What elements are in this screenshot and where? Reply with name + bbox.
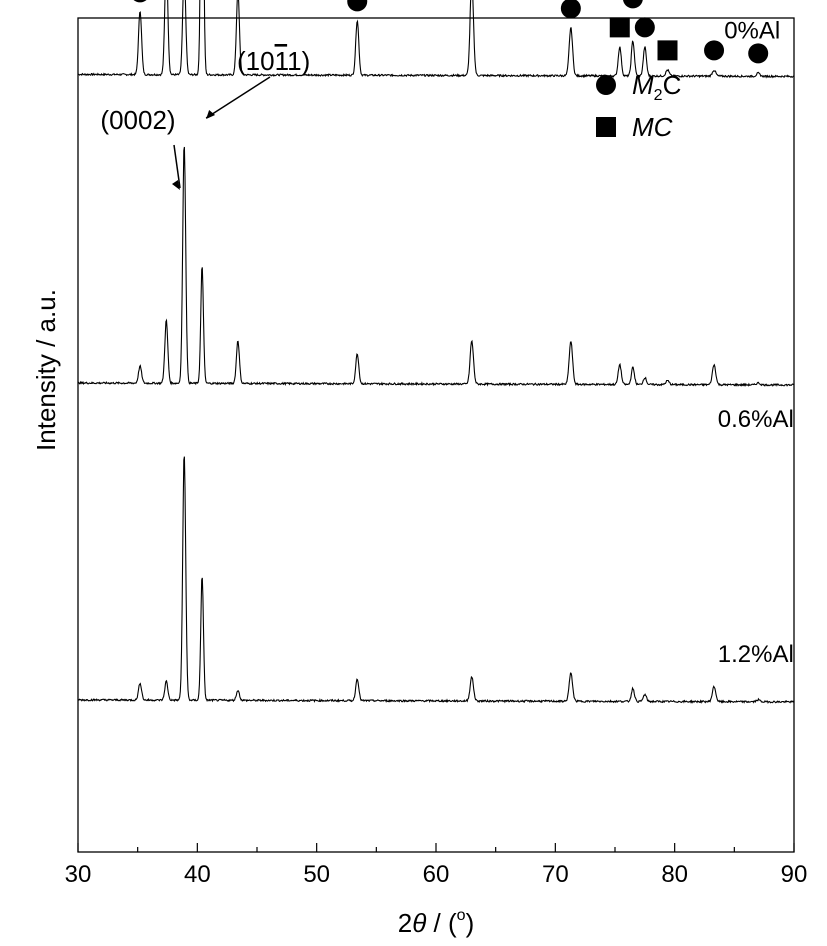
series-labels: 0%Al 0.6%Al 1.2%Al (718, 17, 794, 668)
x-axis-title-theta: θ (412, 908, 426, 938)
circle-marker (560, 0, 581, 19)
circle-marker (347, 0, 368, 12)
annotation-arrowhead-1011 (206, 110, 216, 119)
x-axis-title-suffix: / ( (426, 908, 457, 938)
annotation-0002: (0002) (100, 105, 175, 135)
annotation-arrow-1011 (205, 76, 271, 119)
legend-label-sub: 2 (654, 87, 663, 104)
circle-marker (634, 17, 655, 38)
legend-label-main: M (632, 70, 654, 100)
x-tick-label: 60 (423, 861, 450, 888)
series-line (78, 146, 794, 387)
square-marker (657, 40, 678, 61)
series-line (78, 0, 794, 79)
annotation-arrow-0002 (173, 144, 181, 189)
x-axis-title: 2θ / (o) (398, 907, 475, 938)
annotation-1011: (1011) (237, 46, 310, 76)
series-traces (77, 0, 795, 704)
annotation-1011-part: (10 (237, 46, 275, 76)
annotation-arrowhead-0002 (172, 180, 181, 190)
annotation-1011-tail: 1) (287, 46, 310, 76)
series-label: 0.6%Al (718, 406, 794, 433)
x-axis-title-prefix: 2 (398, 908, 412, 938)
peak-annotations: (0002) (1011) (100, 46, 310, 190)
x-axis-title-sup: o (457, 907, 466, 924)
x-tick-label: 30 (65, 861, 92, 888)
circle-marker (623, 0, 643, 9)
legend-label: M2C (632, 70, 681, 104)
legend-circle-marker (596, 75, 616, 95)
legend-label: MC (632, 112, 673, 142)
legend-square-marker (596, 117, 616, 137)
legend-label-main: MC (632, 112, 673, 142)
series-line (77, 456, 795, 704)
legend-label-tail: C (663, 70, 682, 100)
x-tick-label: 90 (781, 861, 808, 888)
series-label: 0%Al (724, 17, 780, 44)
phase-markers (133, 0, 769, 64)
x-axis-title-close: ) (466, 908, 475, 938)
circle-marker (748, 43, 769, 64)
annotation-1011-overline: 1 (275, 46, 289, 76)
circle-marker (704, 40, 725, 61)
y-axis-title: Intensity / a.u. (31, 289, 61, 451)
x-tick-label: 70 (542, 861, 569, 888)
plot-frame (77, 17, 795, 853)
x-tick-label: 50 (303, 861, 330, 888)
x-tick-label: 80 (661, 861, 688, 888)
x-tick-label: 40 (184, 861, 211, 888)
square-marker (609, 17, 630, 38)
x-axis-ticks: 30 40 50 60 70 80 90 (65, 843, 808, 888)
series-label: 1.2%Al (718, 641, 794, 668)
circle-marker (133, 0, 147, 3)
